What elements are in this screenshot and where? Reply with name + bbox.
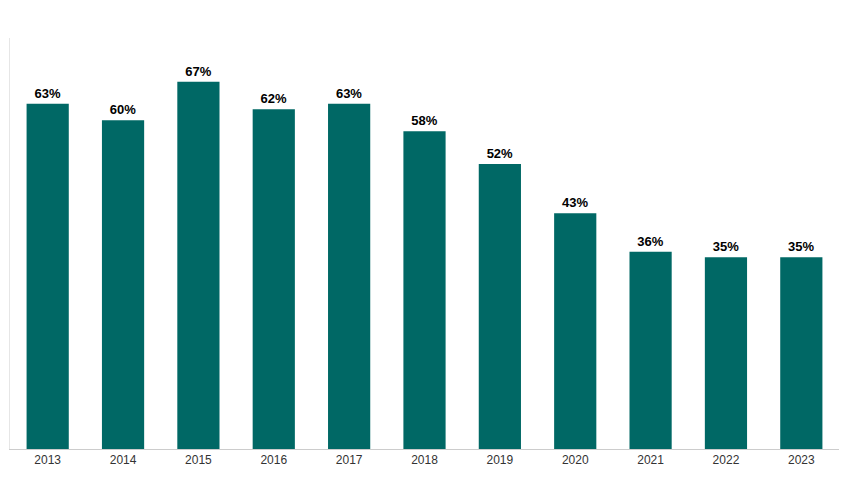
svg-text:2016: 2016 <box>260 453 287 467</box>
svg-text:67%: 67% <box>185 64 211 79</box>
svg-text:2015: 2015 <box>185 453 212 467</box>
svg-text:2022: 2022 <box>713 453 740 467</box>
svg-text:36%: 36% <box>637 234 663 249</box>
svg-text:60%: 60% <box>110 102 136 117</box>
svg-text:2017: 2017 <box>336 453 363 467</box>
svg-text:2014: 2014 <box>110 453 137 467</box>
svg-text:58%: 58% <box>411 113 437 128</box>
svg-text:52%: 52% <box>487 146 513 161</box>
svg-text:2020: 2020 <box>562 453 589 467</box>
svg-text:2019: 2019 <box>487 453 514 467</box>
svg-text:43%: 43% <box>562 195 588 210</box>
svg-text:63%: 63% <box>34 86 60 101</box>
svg-text:63%: 63% <box>336 86 362 101</box>
svg-text:35%: 35% <box>713 239 739 254</box>
svg-text:35%: 35% <box>788 239 814 254</box>
svg-text:2018: 2018 <box>411 453 438 467</box>
svg-text:62%: 62% <box>261 91 287 106</box>
svg-text:2021: 2021 <box>637 453 664 467</box>
svg-text:2023: 2023 <box>788 453 815 467</box>
svg-text:2013: 2013 <box>34 453 61 467</box>
